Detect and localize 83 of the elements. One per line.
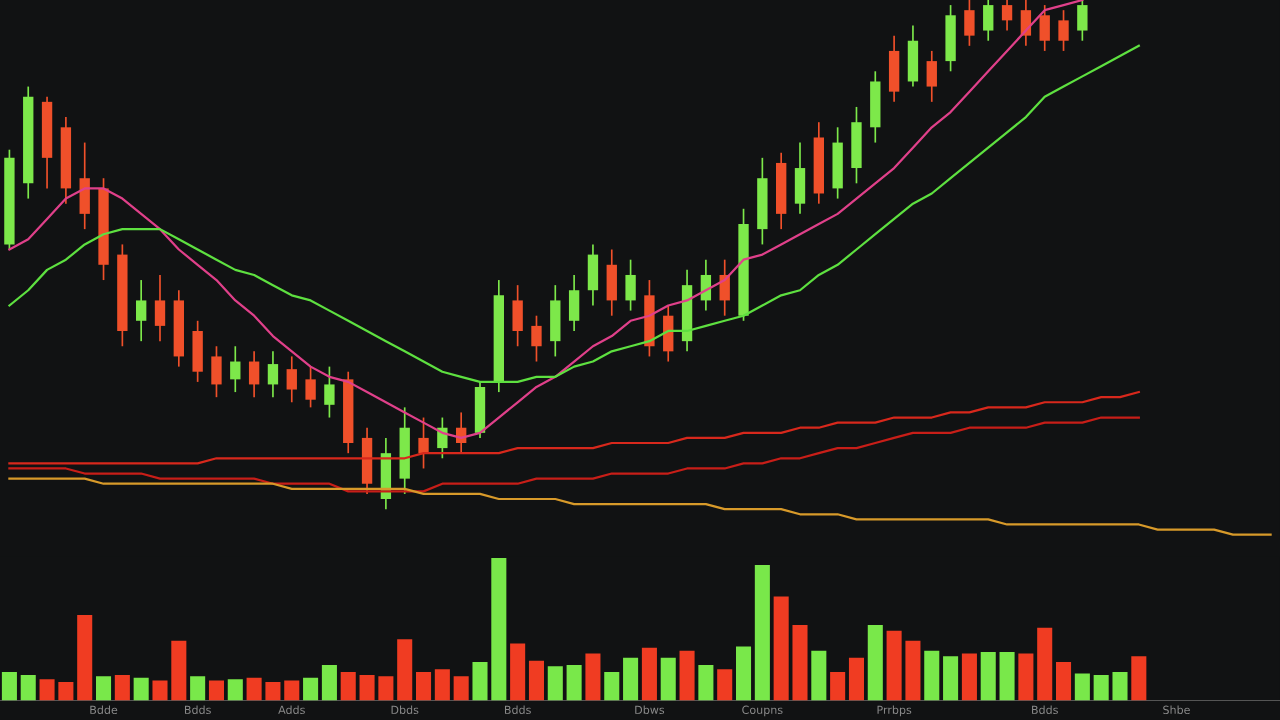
bar <box>660 657 676 701</box>
bar <box>1093 674 1109 701</box>
candlestick <box>286 355 297 404</box>
candlestick <box>418 416 429 470</box>
bar <box>585 653 601 701</box>
bar <box>641 647 657 701</box>
bar <box>848 657 864 701</box>
bar <box>698 664 714 701</box>
bar <box>811 650 827 701</box>
bar <box>980 652 996 701</box>
bar <box>171 640 187 701</box>
bar <box>679 650 695 701</box>
candlestick <box>230 345 241 393</box>
bar <box>867 625 883 701</box>
bar <box>284 680 300 701</box>
bar <box>924 650 940 701</box>
x-tick-label: Prrbps <box>877 705 912 717</box>
bar <box>528 660 544 701</box>
bar <box>961 653 977 701</box>
x-tick-label: Dbws <box>635 705 665 715</box>
bar <box>1 672 17 701</box>
bar <box>378 676 394 701</box>
bar <box>453 676 469 701</box>
bar <box>943 656 959 701</box>
x-tick-label: Dbds <box>391 705 419 715</box>
bar <box>246 677 262 701</box>
bar <box>208 680 224 701</box>
bar <box>114 674 130 701</box>
bar <box>1112 672 1128 701</box>
bar <box>754 565 770 701</box>
bar <box>547 666 563 701</box>
bar <box>397 639 413 701</box>
bar <box>77 615 93 701</box>
x-tick-label: Adds <box>278 705 305 715</box>
bar <box>1037 627 1053 701</box>
bar <box>303 677 319 701</box>
x-tick-label: Bdds <box>504 705 531 715</box>
bar <box>133 677 149 701</box>
bar <box>773 596 789 701</box>
candlestick <box>248 350 260 399</box>
bar <box>434 669 450 701</box>
x-tick-label: Bdde <box>90 705 118 715</box>
bar <box>886 630 902 701</box>
bar <box>39 679 55 701</box>
x-tick-label: Coupns <box>742 705 783 717</box>
bar <box>96 676 112 701</box>
candlestick <box>531 314 542 363</box>
bar <box>1131 656 1147 701</box>
candlestick <box>1001 0 1013 32</box>
bar <box>604 672 620 701</box>
bar <box>359 674 375 701</box>
bar <box>321 664 337 701</box>
candlestick <box>136 279 147 342</box>
bar <box>416 672 432 701</box>
x-tick-label: Bdds <box>1032 705 1058 715</box>
bar <box>1056 662 1072 701</box>
bar <box>792 625 808 701</box>
bar <box>623 657 639 701</box>
candlestick <box>305 365 316 409</box>
bar <box>340 672 356 701</box>
bar <box>265 682 281 701</box>
bar <box>999 652 1015 701</box>
bar <box>152 680 168 701</box>
x-tick-label: Shbe <box>1163 705 1190 715</box>
candlestick <box>267 350 279 399</box>
x-tick-label: Bdds <box>184 705 211 715</box>
bar <box>717 669 733 701</box>
candlestick <box>324 365 335 419</box>
bar <box>510 643 526 701</box>
bar <box>58 682 74 701</box>
bar <box>1018 653 1034 701</box>
bar <box>20 674 36 701</box>
bar <box>227 679 243 701</box>
candlestick <box>1058 9 1069 52</box>
bar <box>736 646 752 701</box>
bar <box>1074 673 1090 701</box>
bar <box>472 662 488 701</box>
bar <box>830 672 846 701</box>
candlestick <box>437 416 448 460</box>
bar <box>905 640 921 701</box>
bar <box>491 557 507 701</box>
bar <box>190 676 206 701</box>
bar <box>566 664 582 701</box>
